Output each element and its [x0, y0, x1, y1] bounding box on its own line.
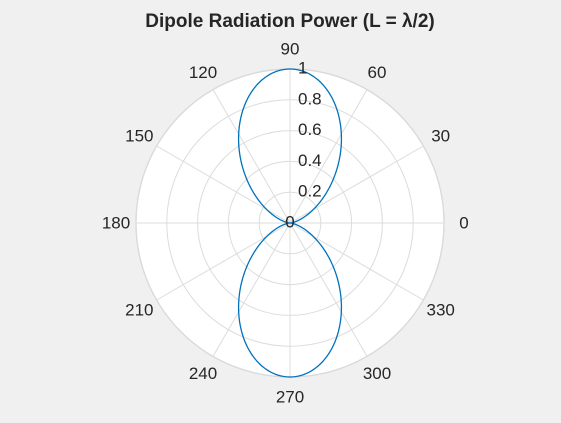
theta-tick-label: 180 [102, 214, 130, 233]
series-line-0 [237, 68, 343, 378]
theta-tick-label: 0 [459, 214, 468, 233]
series-layer [237, 68, 343, 378]
r-tick-label: 1 [298, 59, 307, 78]
theta-tick-label: 270 [276, 388, 304, 407]
theta-tick-label: 240 [189, 364, 217, 383]
r-tick-label: 0.8 [298, 89, 322, 108]
theta-tick-label: 120 [189, 63, 217, 82]
r-tick-label: 0.4 [298, 151, 322, 170]
theta-tick-label: 30 [431, 127, 450, 146]
theta-grid-line-240 [212, 222, 291, 357]
theta-tick-label: 330 [427, 301, 455, 320]
chart-title: Dipole Radiation Power (L = λ/2) [145, 11, 434, 32]
theta-grid-line-300 [289, 222, 368, 357]
theta-tick-label: 60 [368, 63, 387, 82]
theta-tick-label: 210 [125, 301, 153, 320]
polar-grid [135, 68, 445, 378]
r-tick-label: 0.2 [298, 182, 322, 201]
r-tick-label: 0 [285, 213, 294, 232]
theta-tick-label: 90 [281, 40, 300, 59]
theta-tick-label: 150 [125, 127, 153, 146]
theta-grid-line-120 [212, 89, 291, 224]
tick-labels: 030609012015018021024027030033000.20.40.… [102, 40, 469, 407]
theta-grid-line-60 [289, 89, 368, 224]
theta-tick-label: 300 [363, 364, 391, 383]
r-tick-label: 0.6 [298, 120, 322, 139]
